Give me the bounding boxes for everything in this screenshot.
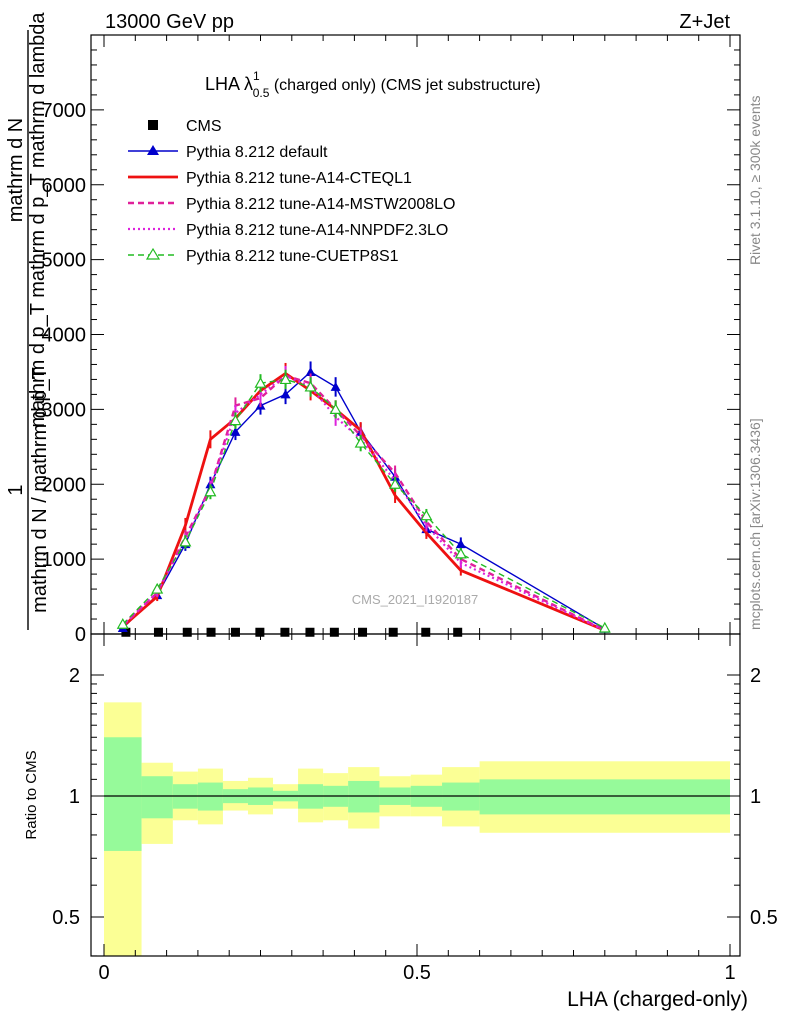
main-y-axis-label: mathrm d N mathrm d p_T mathrm d p_T mat… xyxy=(5,12,51,630)
cuetp8s1-marker xyxy=(304,380,317,392)
main-y-axis-label-line-1: mathrm d N xyxy=(5,118,27,222)
legend: CMS Pythia 8.212 default Pythia 8.212 tune… xyxy=(128,118,455,265)
main-y-tick-label: 3000 xyxy=(42,399,87,421)
ratio-inner-band xyxy=(479,779,730,815)
cuetp8s1-marker xyxy=(329,403,342,414)
x-axis-label: LHA (charged-only) xyxy=(567,988,748,1011)
legend-cuetp8s1-marker xyxy=(145,247,161,260)
ratio-y-tick-label-right: 1 xyxy=(750,786,761,808)
main-y-axis-label-line-2: mathrm d p_T mathrm d p_T mathrm d lambd… xyxy=(27,12,49,428)
mcplots-reference-label: mcplots.cern.ch [arXiv:1306.3436] xyxy=(747,418,763,630)
main-y-tick-label: 2000 xyxy=(42,474,87,496)
cms-data-point xyxy=(421,627,431,637)
ratio-axis-ticks: 0.5 0.5 1 1 2 2 0 0.5 1 xyxy=(52,634,778,984)
cuetp8s1-marker xyxy=(454,547,467,559)
default-marker xyxy=(455,539,466,549)
legend-cms-label: CMS xyxy=(186,118,222,135)
legend-default-marker xyxy=(147,145,159,155)
cms-data-point xyxy=(255,627,265,637)
cms-data-point xyxy=(230,627,240,637)
default-series-line xyxy=(122,371,606,630)
legend-cteql1-label: Pythia 8.212 tune-A14-CTEQL1 xyxy=(186,170,412,187)
main-y-tick-label: 5000 xyxy=(42,250,87,272)
cuetp8s1-marker xyxy=(389,478,402,489)
header-right-label: Z+Jet xyxy=(679,11,730,33)
rivet-version-label: Rivet 3.1.10, ≥ 300k events xyxy=(747,95,763,265)
cuetp8s1-marker xyxy=(354,436,367,448)
default-marker xyxy=(230,426,241,436)
cms-data-point xyxy=(280,627,290,637)
x-tick-label: 1 xyxy=(724,962,735,984)
ratio-inner-band xyxy=(348,780,380,813)
ratio-y-tick-label-right: 2 xyxy=(750,665,761,687)
ratio-y-tick-label: 2 xyxy=(69,665,80,687)
cms-data-point xyxy=(206,627,216,637)
main-y-tick-label: 7000 xyxy=(42,100,87,122)
cms-data-point xyxy=(358,627,368,637)
legend-cms-marker xyxy=(148,120,158,130)
main-y-axis-label-numerator: 1 xyxy=(5,484,27,495)
x-tick-label: 0.5 xyxy=(403,962,431,984)
legend-cuetp8s1-label: Pythia 8.212 tune-CUETP8S1 xyxy=(186,248,399,265)
cuetp8s1-marker xyxy=(598,621,611,633)
ratio-y-tick-label: 0.5 xyxy=(52,907,80,929)
main-panel-title: LHA λ1 0.5 (charged only) (CMS jet substr… xyxy=(205,69,541,100)
cms-data-point xyxy=(329,627,339,637)
ratio-uncertainty-bands xyxy=(104,702,730,956)
cuetp8s1-marker xyxy=(179,535,192,547)
legend-nnpdf-label: Pythia 8.212 tune-A14-NNPDF2.3LO xyxy=(186,222,448,239)
cuetp8s1-marker xyxy=(254,376,267,388)
ratio-y-tick-label: 1 xyxy=(69,786,80,808)
main-axis-ticks: 0 1000 2000 3000 4000 5000 6000 7000 xyxy=(42,35,740,646)
cms-data-point xyxy=(182,627,192,637)
ratio-y-axis-label: Ratio to CMS xyxy=(23,750,40,839)
cuetp8s1-marker xyxy=(116,618,129,629)
cms-data-point xyxy=(121,627,131,637)
main-y-tick-label: 0 xyxy=(75,624,86,646)
cms-data-point xyxy=(153,627,163,637)
cuetp8s1-marker xyxy=(279,373,292,385)
main-y-tick-label: 1000 xyxy=(42,549,87,571)
default-marker xyxy=(305,366,316,376)
default-marker xyxy=(330,381,341,391)
cms-data-point xyxy=(305,627,315,637)
cuetp8s1-marker xyxy=(420,509,433,521)
legend-mstw-label: Pythia 8.212 tune-A14-MSTW2008LO xyxy=(186,196,455,213)
analysis-watermark: CMS_2021_I1920187 xyxy=(352,592,479,607)
cuetp8s1-marker xyxy=(151,582,164,594)
ratio-panel-frame xyxy=(90,633,741,957)
main-y-tick-label: 4000 xyxy=(42,325,87,347)
ratio-inner-band xyxy=(104,737,142,851)
legend-default-label: Pythia 8.212 default xyxy=(186,144,328,161)
main-y-tick-label: 6000 xyxy=(42,175,87,197)
mstw-series-line xyxy=(121,374,606,632)
ratio-y-tick-label-right: 0.5 xyxy=(750,907,778,929)
main-series-layer xyxy=(116,361,611,637)
cms-data-point xyxy=(388,627,398,637)
ratio-inner-band xyxy=(141,776,173,819)
cuetp8s1-marker xyxy=(204,485,217,497)
cuetp8s1-marker xyxy=(229,414,242,426)
default-marker xyxy=(280,389,291,399)
x-tick-label: 0 xyxy=(98,962,109,984)
cuetp8s1-series-line xyxy=(122,378,606,629)
main-y-axis-label-denominator: mathrm d N / mathrm d p_T xyxy=(29,367,51,613)
cms-data-point xyxy=(453,627,463,637)
nnpdf-series-line xyxy=(122,374,606,632)
header-left-label: 13000 GeV pp xyxy=(105,11,234,33)
